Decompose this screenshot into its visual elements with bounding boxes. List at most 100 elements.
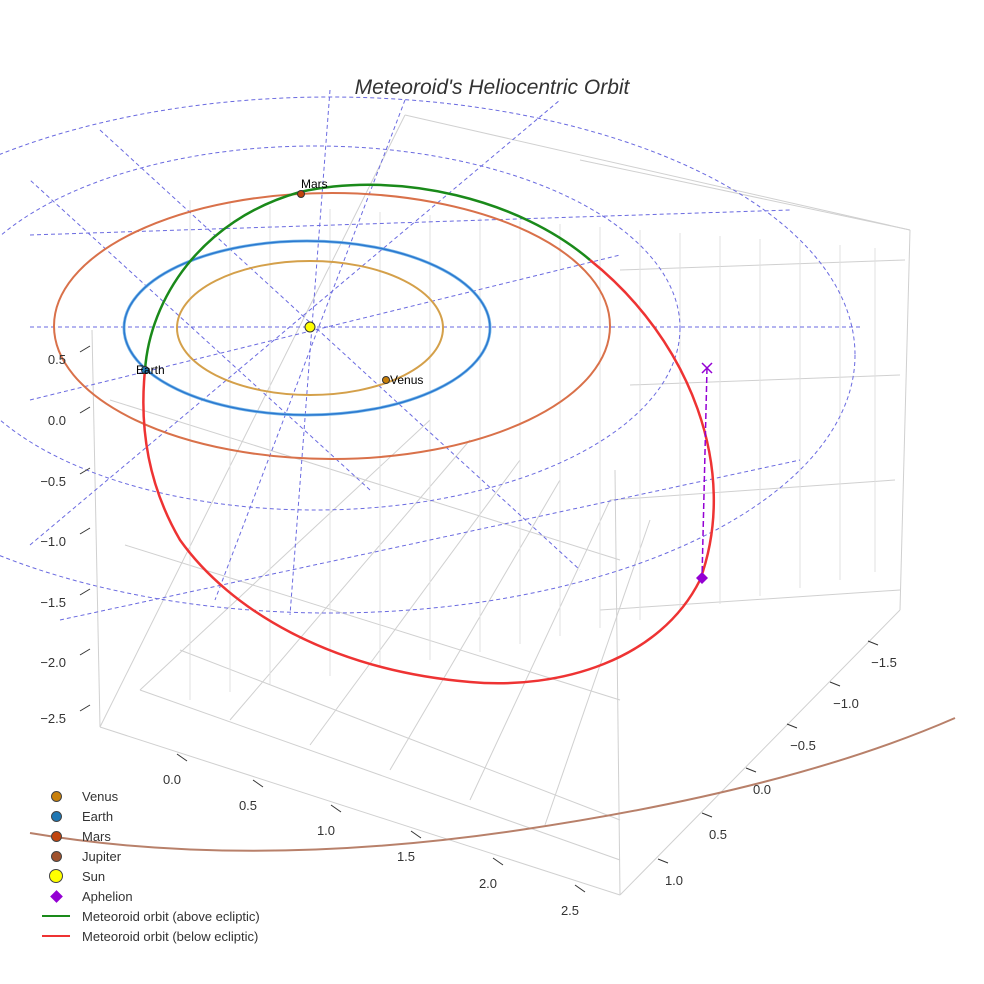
z-tick-mark [79, 588, 91, 596]
legend-label: Aphelion [82, 888, 133, 904]
z-tick-label: −1.5 [40, 595, 66, 610]
y-tick-label: 0.5 [709, 827, 727, 842]
y-tick-mark [745, 767, 757, 773]
legend-symbol-icon [38, 850, 74, 862]
grid-line [91, 329, 101, 728]
y-tick-label: −0.5 [790, 738, 816, 753]
x-tick-mark [330, 804, 342, 813]
x-tick-mark [410, 830, 422, 839]
x-tick-mark [492, 857, 504, 866]
grid-line [899, 229, 911, 611]
legend-symbol-icon [38, 810, 74, 822]
y-tick-mark [867, 640, 879, 646]
z-tick-label: −2.0 [40, 655, 66, 670]
earth-marker [141, 366, 149, 374]
aphelion-projection-x-icon [701, 362, 713, 374]
grid-line [124, 544, 621, 701]
x-tick-label: 0.0 [163, 772, 181, 787]
grid-line [629, 374, 901, 386]
y-tick-label: 0.0 [753, 782, 771, 797]
x-tick-label: 0.5 [239, 798, 257, 813]
grid-line [619, 259, 906, 271]
legend-label: Earth [82, 808, 114, 824]
y-tick-label: 1.0 [665, 873, 683, 888]
ecliptic-grid-radial [99, 129, 581, 571]
legend-label: Mars [82, 828, 111, 844]
ecliptic-grid-circle [0, 96, 856, 614]
legend-label: Meteoroid orbit (above ecliptic) [82, 908, 260, 924]
grid-line [619, 609, 901, 896]
grid-line [599, 589, 901, 611]
z-tick-mark [79, 467, 91, 475]
aphelion-marker [696, 572, 708, 584]
grid-line [139, 419, 431, 691]
legend-item-mars[interactable]: Mars [38, 826, 260, 846]
z-tick-mark [79, 527, 91, 535]
x-tick-label: 1.5 [397, 849, 415, 864]
legend-item-earth[interactable]: Earth [38, 806, 260, 826]
earth-orbit [123, 240, 491, 416]
legend-symbol-icon [38, 869, 74, 883]
meteoroid-orbit-above [143, 183, 591, 371]
venus-orbit [176, 260, 444, 396]
legend-label: Venus [82, 788, 119, 804]
z-tick-label: 0.0 [48, 413, 66, 428]
z-tick-mark [79, 704, 91, 712]
z-tick-label: −2.5 [40, 711, 66, 726]
ecliptic-grid-circle [0, 145, 681, 511]
grid-line [99, 114, 406, 728]
x-tick-label: 1.0 [317, 823, 335, 838]
legend-item-jupiter[interactable]: Jupiter [38, 846, 260, 866]
legend-symbol-icon [38, 790, 74, 802]
z-tick-label: −0.5 [40, 474, 66, 489]
z-tick-mark [79, 345, 91, 353]
ecliptic-grid-radial [289, 89, 331, 616]
y-tick-mark [786, 723, 798, 729]
z-tick-mark [79, 648, 91, 656]
legend-item-aphelion[interactable]: Aphelion [38, 886, 260, 906]
x-tick-label: 2.5 [561, 903, 579, 918]
legend-item-venus[interactable]: Venus [38, 786, 260, 806]
sun-marker [304, 321, 316, 333]
ecliptic-grid-radial [59, 459, 801, 621]
venus-label: Venus [390, 373, 423, 387]
legend-symbol-icon [38, 935, 74, 937]
y-tick-mark [657, 858, 669, 864]
grid-line [389, 479, 561, 771]
ecliptic-grid-radial [29, 209, 791, 236]
grid-line [309, 459, 521, 746]
venus-marker [382, 376, 390, 384]
jupiter-orbit [29, 717, 956, 852]
x-tick-mark [574, 884, 586, 893]
x-tick-mark [176, 753, 188, 762]
legend-item-sun[interactable]: Sun [38, 866, 260, 886]
legend: Venus Earth Mars Jupiter Sun Aphelion Meteoroi… [38, 786, 260, 946]
legend-label: Jupiter [82, 848, 122, 864]
legend-item-meteoroid-orbit-above-ecliptic-[interactable]: Meteoroid orbit (above ecliptic) [38, 906, 260, 926]
grid-line [404, 114, 911, 231]
chart-title: Meteoroid's Heliocentric Orbit [354, 76, 630, 99]
grid-line [139, 689, 621, 861]
earth-label: Earth [136, 363, 165, 377]
y-tick-label: −1.0 [833, 696, 859, 711]
mars-orbit [53, 192, 611, 460]
z-tick-label: −1.0 [40, 534, 66, 549]
y-tick-mark [701, 812, 713, 818]
grid-line [99, 726, 621, 896]
legend-symbol-icon [38, 915, 74, 917]
grid-line [469, 499, 611, 801]
legend-item-meteoroid-orbit-below-ecliptic-[interactable]: Meteoroid orbit (below ecliptic) [38, 926, 260, 946]
y-tick-mark [829, 681, 841, 687]
legend-symbol-icon [38, 889, 74, 903]
ecliptic-grid-radial [214, 99, 406, 601]
grid-line [179, 649, 621, 821]
legend-symbol-icon [38, 830, 74, 842]
grid-line [614, 469, 621, 896]
ecliptic-grid-radial [29, 254, 621, 401]
ecliptic-grid-radial [29, 99, 561, 546]
x-tick-label: 2.0 [479, 876, 497, 891]
z-tick-mark [79, 406, 91, 414]
y-tick-label: −1.5 [871, 655, 897, 670]
aphelion-projection-line [701, 367, 708, 579]
